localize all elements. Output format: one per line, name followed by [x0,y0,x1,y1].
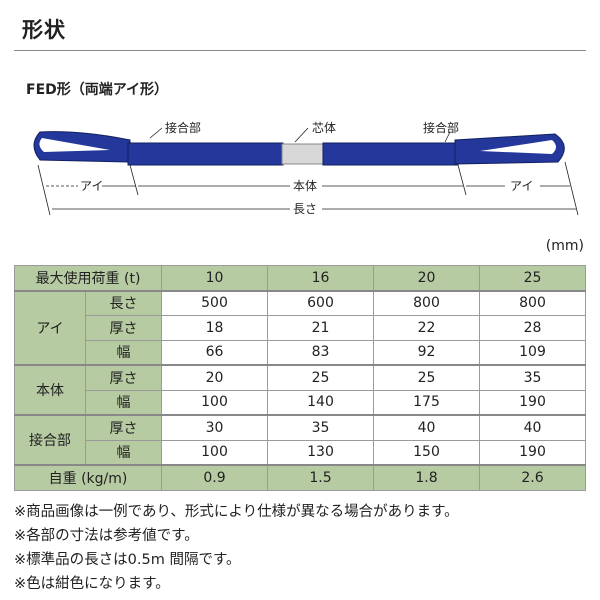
notes: ※商品画像は一例であり、形式により仕様が異なる場合があります。 ※各部の寸法は参… [14,500,459,596]
table-row: 自重 (kg/m) 0.9 1.5 1.8 2.6 [14,464,586,491]
row-label: 長さ [85,289,162,316]
value-cell: 109 [479,339,586,366]
spec-table: 最大使用荷重 (t) 10 16 20 25 アイ 長さ 500 600 800 80… [14,265,586,491]
capacity-cell: 16 [267,265,374,291]
group-joint: 接合部 [14,414,86,466]
value-cell: 150 [373,439,480,466]
capacity-cell: 25 [479,265,586,291]
value-cell: 22 [373,315,480,341]
value-cell: 140 [267,389,374,416]
sling-diagram: 接合部 芯体 接合部 アイ 本体 アイ 長さ [33,120,579,216]
header-capacity: 最大使用荷重 (t) [14,265,162,291]
table-row: 幅 100 140 175 190 [15,389,586,416]
row-label: 厚さ [85,315,162,341]
group-body: 本体 [14,364,86,416]
label-core: 芯体 [312,121,336,135]
row-label: 厚さ [85,414,162,441]
label-joint-right: 接合部 [423,120,459,135]
row-label: 幅 [85,339,162,366]
value-cell: 190 [479,439,586,466]
weight-cell: 0.9 [161,464,268,491]
table-row: 厚さ 18 21 22 28 [15,315,586,341]
value-cell: 500 [161,289,268,316]
weight-cell: 2.6 [479,464,586,491]
value-cell: 20 [161,364,268,391]
group-eye: アイ [14,289,86,366]
page-title: 形状 [22,18,66,42]
capacity-cell: 20 [373,265,480,291]
label-eye-left: アイ [80,179,103,193]
row-label: 幅 [85,439,162,466]
title-divider [14,50,586,51]
label-joint-left: 接合部 [165,120,201,135]
value-cell: 130 [267,439,374,466]
note: ※商品画像は一例であり、形式により仕様が異なる場合があります。 [14,504,459,520]
weight-cell: 1.8 [373,464,480,491]
value-cell: 66 [161,339,268,366]
row-label: 厚さ [85,364,162,391]
table-row: 幅 66 83 92 109 [15,339,586,366]
label-length: 長さ [293,202,317,216]
value-cell: 28 [479,315,586,341]
value-cell: 92 [373,339,480,366]
value-cell: 100 [161,389,268,416]
sling [33,131,565,166]
value-cell: 35 [267,414,374,441]
value-cell: 800 [373,289,480,316]
value-cell: 600 [267,289,374,316]
value-cell: 40 [479,414,586,441]
value-cell: 21 [267,315,374,341]
table-row: アイ 長さ 500 600 800 800 [14,289,586,366]
value-cell: 18 [161,315,268,341]
value-cell: 25 [267,364,374,391]
value-cell: 175 [373,389,480,416]
value-cell: 100 [161,439,268,466]
note: ※各部の寸法は参考値です。 [14,528,199,544]
value-cell: 83 [267,339,374,366]
weight-label: 自重 (kg/m) [14,464,162,491]
row-label: 幅 [85,389,162,416]
weight-cell: 1.5 [267,464,374,491]
table-row: 接合部 厚さ 30 35 40 40 [14,414,586,466]
value-cell: 190 [479,389,586,416]
table-row: 幅 100 130 150 190 [15,439,586,466]
value-cell: 35 [479,364,586,391]
label-body: 本体 [293,179,317,193]
label-eye-right: アイ [510,179,533,193]
capacity-cell: 10 [161,265,268,291]
subtitle: FED形（両端アイ形） [26,82,169,98]
value-cell: 800 [479,289,586,316]
value-cell: 25 [373,364,480,391]
note: ※標準品の長さは0.5m 間隔です。 [14,552,241,568]
value-cell: 30 [161,414,268,441]
unit-label: (mm) [545,238,584,254]
note: ※色は紺色になります。 [14,576,170,592]
value-cell: 40 [373,414,480,441]
table-row: 本体 厚さ 20 25 25 35 [14,364,586,416]
